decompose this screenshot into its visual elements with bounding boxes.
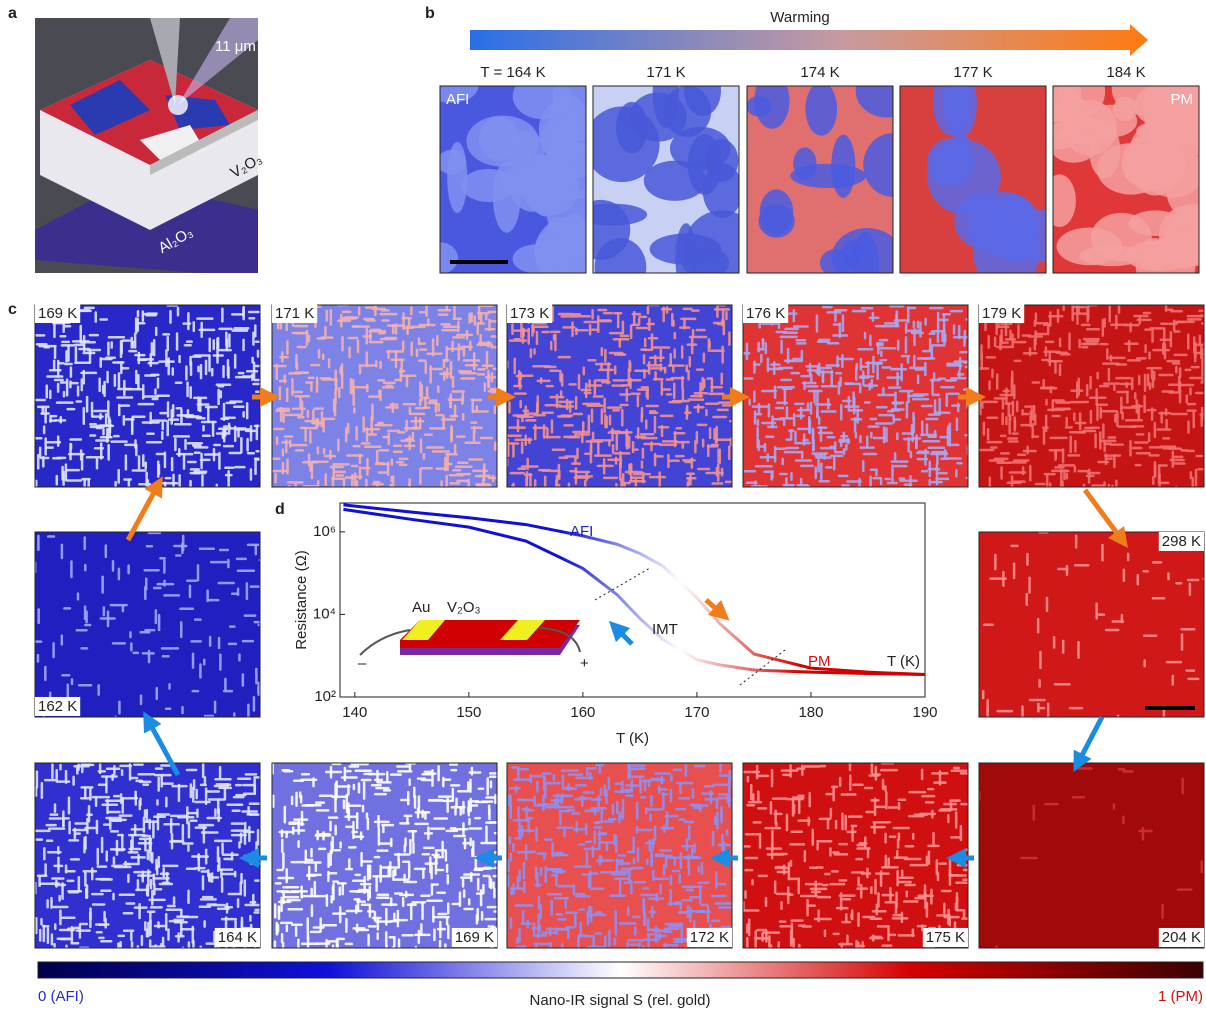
- domain: [493, 161, 521, 233]
- image-label: 176 K: [746, 305, 785, 322]
- domain: [703, 163, 743, 218]
- image: [272, 305, 507, 499]
- x-tick-label: 170: [684, 704, 709, 721]
- image: [979, 305, 1206, 499]
- domain: [644, 161, 706, 201]
- image: [507, 305, 744, 499]
- page: {"panel_a":{"letter":"a","scale":"11 μm"…: [0, 0, 1206, 1010]
- transition-arrow: [1078, 717, 1102, 763]
- colorbar-title: Nano-IR signal S (rel. gold): [530, 992, 711, 1009]
- domain: [1057, 227, 1123, 265]
- domain: [851, 232, 880, 304]
- image-label: 172 K: [690, 929, 729, 946]
- domain: [682, 248, 729, 278]
- x-tick-label: 140: [342, 704, 367, 721]
- y-tick-label: 10⁶: [313, 523, 336, 540]
- domain: [1122, 146, 1173, 188]
- figure: a 11 μm V₂O₃ Al₂O₃ b Warming c d T = 164…: [0, 0, 1206, 1010]
- y-tick-label: 10²: [314, 688, 336, 705]
- temperature-label: 184 K: [1106, 64, 1145, 81]
- image-label: 169 K: [38, 305, 77, 322]
- x-tick-label: 190: [912, 704, 937, 721]
- temperature-label: T = 164 K: [480, 64, 545, 81]
- colorbar: [38, 962, 1203, 978]
- x-axis-label: T (K): [616, 730, 649, 747]
- image-base: [979, 532, 1204, 717]
- domain: [630, 92, 687, 141]
- image-label: 169 K: [455, 929, 494, 946]
- inset-label: –: [358, 655, 367, 672]
- panel-letter: b: [425, 5, 435, 22]
- image-label: 175 K: [926, 929, 965, 946]
- domain: [754, 72, 789, 128]
- annotation: AFI: [570, 523, 593, 540]
- warming-arrow: [470, 24, 1148, 56]
- x-tick-label: 160: [570, 704, 595, 721]
- annotation: IMT: [652, 621, 678, 638]
- temperature-label: 174 K: [800, 64, 839, 81]
- inset-label: +: [580, 655, 589, 672]
- image: [35, 305, 271, 498]
- domain: [760, 189, 794, 235]
- x-tick-label: 150: [456, 704, 481, 721]
- beam-label: 11 μm: [215, 38, 256, 55]
- domain: [967, 192, 1040, 256]
- y-tick-label: 10⁴: [313, 605, 336, 622]
- domain: [1043, 174, 1076, 227]
- panel-letter: d: [275, 501, 285, 518]
- x-tick-label: 180: [798, 704, 823, 721]
- arrow-label: Warming: [770, 9, 829, 26]
- panel-letter: c: [8, 301, 17, 318]
- image-base: [979, 763, 1204, 948]
- image-label: 204 K: [1162, 929, 1201, 946]
- y-axis-label: Resistance (Ω): [293, 550, 310, 650]
- annotation: PM: [808, 653, 831, 670]
- temperature-label: 171 K: [646, 64, 685, 81]
- image-label: 173 K: [510, 305, 549, 322]
- image: [979, 532, 1206, 731]
- inset-label: V₂O₃: [447, 599, 481, 616]
- inset-label: Au: [412, 599, 430, 616]
- image-label: 298 K: [1162, 533, 1201, 550]
- image: [979, 763, 1206, 952]
- domain: [1136, 239, 1196, 293]
- domain: [548, 95, 589, 165]
- image-label: 162 K: [38, 698, 77, 715]
- image: [746, 64, 921, 304]
- panel-letter: a: [8, 5, 17, 22]
- image: [900, 66, 1069, 289]
- phase-tag: AFI: [446, 91, 469, 108]
- domain: [790, 164, 866, 188]
- domain: [519, 161, 578, 194]
- focus: [168, 95, 188, 115]
- domain: [1089, 123, 1120, 179]
- domain: [820, 249, 851, 276]
- domain: [1113, 97, 1137, 121]
- image: [571, 56, 760, 296]
- colorbar-min: 0 (AFI): [38, 988, 84, 1005]
- image-label: 179 K: [982, 305, 1021, 322]
- domain: [805, 82, 837, 136]
- domain: [577, 204, 647, 226]
- domain: [684, 66, 721, 116]
- image-label: 164 K: [218, 929, 257, 946]
- colorbar-max: 1 (PM): [1158, 988, 1203, 1005]
- image-label: 171 K: [275, 305, 314, 322]
- axis-note: T (K): [887, 653, 920, 670]
- domain: [447, 142, 467, 213]
- phase-tag: PM: [1171, 91, 1194, 108]
- image: [743, 305, 979, 497]
- temperature-label: 177 K: [953, 64, 992, 81]
